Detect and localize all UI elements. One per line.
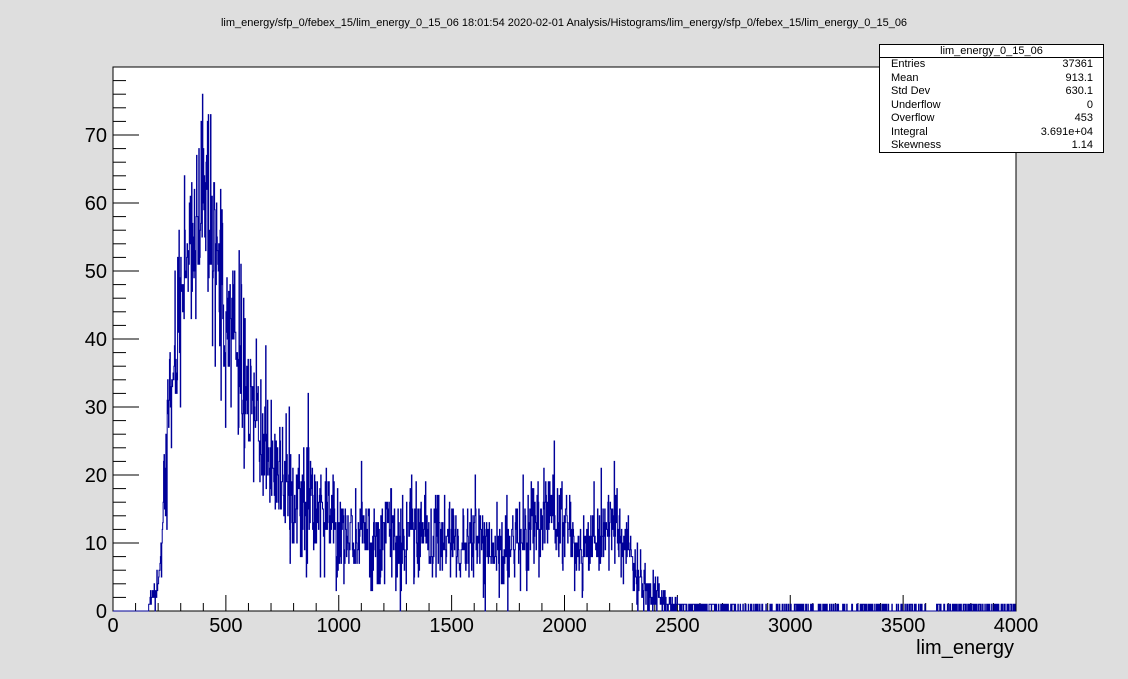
stats-box: lim_energy_0_15_06 Entries 37361 Mean 913.…: [879, 44, 1104, 153]
y-tick-label: 60: [85, 193, 107, 215]
y-tick-label: 70: [85, 125, 107, 147]
x-tick-label: 3000: [768, 615, 813, 637]
stats-box-title: lim_energy_0_15_06: [880, 45, 1103, 58]
stats-label: Integral: [891, 125, 928, 138]
y-tick-label: 40: [85, 329, 107, 351]
stats-label: Overflow: [891, 112, 935, 124]
x-tick-label: 0: [107, 615, 118, 637]
stats-row-overflow: Overflow 453: [880, 112, 1103, 126]
stats-row-underflow: Underflow 0: [880, 99, 1103, 113]
stats-value: 3.691e+04: [1040, 125, 1093, 138]
y-tick-label: 50: [85, 261, 107, 283]
axis-tick-labels: 0 500 1000 1500 2000 2500 3000 3500 4000 0 10 20 30 4…: [85, 125, 1039, 637]
x-tick-label: 2000: [542, 615, 587, 637]
stats-label: Skewness: [891, 139, 942, 151]
histogram-series-line: [113, 93, 1016, 612]
histogram-title: lim_energy/sfp_0/febex_15/lim_energy_0_1…: [220, 17, 908, 29]
x-tick-label: 500: [209, 615, 242, 637]
x-tick-label: 2500: [655, 615, 700, 637]
stats-value: 37361: [1062, 58, 1093, 70]
stats-value: 1.14: [1071, 139, 1093, 151]
x-axis-title: lim_energy: [916, 637, 1014, 659]
y-tick-label: 10: [85, 533, 107, 555]
x-tick-label: 4000: [994, 615, 1039, 637]
stats-row-mean: Mean 913.1: [880, 72, 1103, 86]
stats-label: Underflow: [891, 98, 941, 111]
stats-value: 630.1: [1065, 85, 1093, 97]
x-tick-label: 3500: [881, 615, 926, 637]
stats-label: Mean: [891, 71, 919, 84]
stats-value: 0: [1086, 98, 1093, 111]
stats-label: Entries: [891, 58, 926, 70]
x-tick-label: 1000: [317, 615, 362, 637]
stats-value: 453: [1074, 112, 1093, 124]
y-tick-label: 0: [96, 601, 107, 623]
stats-value: 913.1: [1065, 71, 1093, 84]
stats-row-stddev: Std Dev 630.1: [880, 85, 1103, 99]
stats-label: Std Dev: [891, 85, 931, 97]
stats-row-skewness: Skewness 1.14: [880, 139, 1103, 153]
stats-row-integral: Integral 3.691e+04: [880, 126, 1103, 140]
x-tick-label: 1500: [429, 615, 474, 637]
stats-row-entries: Entries 37361: [880, 58, 1103, 72]
y-tick-label: 20: [85, 465, 107, 487]
y-tick-label: 30: [85, 397, 107, 419]
